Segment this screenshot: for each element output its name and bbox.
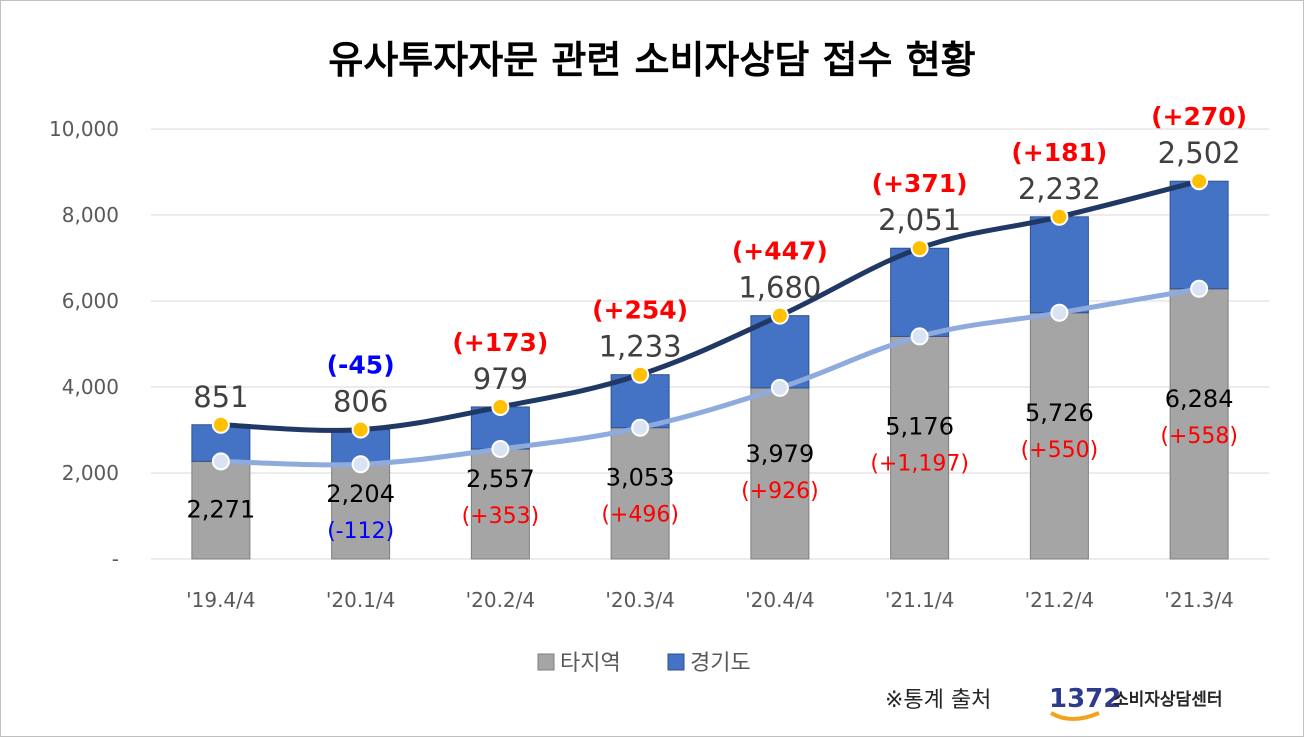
x-category-label: '21.3/4 bbox=[1164, 588, 1234, 612]
x-category-label: '20.1/4 bbox=[326, 588, 396, 612]
label-gyeonggi-value: 1,233 bbox=[599, 330, 682, 364]
y-tick-label: 8,000 bbox=[62, 203, 119, 227]
label-other-value: 2,271 bbox=[187, 495, 256, 523]
legend: 타지역 경기도 bbox=[537, 651, 751, 676]
label-gyeonggi-value: 1,680 bbox=[738, 271, 821, 305]
label-other-value: 2,557 bbox=[466, 465, 535, 493]
marker-other bbox=[1050, 303, 1069, 322]
y-tick-label: 4,000 bbox=[62, 375, 119, 399]
label-gyeonggi-change: (-45) bbox=[327, 351, 395, 380]
y-tick-label: - bbox=[112, 547, 119, 571]
bar-gyeonggi bbox=[1029, 216, 1089, 314]
y-tick-label: 6,000 bbox=[62, 289, 119, 313]
x-category-label: '21.2/4 bbox=[1025, 588, 1095, 612]
label-other-value: 3,053 bbox=[606, 464, 675, 492]
bar-other bbox=[750, 387, 810, 560]
marker-other bbox=[491, 440, 510, 459]
label-other-value: 5,176 bbox=[885, 412, 954, 440]
bar-gyeonggi bbox=[1169, 180, 1229, 290]
grid-lines bbox=[151, 128, 1269, 560]
bar-other bbox=[191, 460, 251, 560]
x-category-label: '21.1/4 bbox=[885, 588, 955, 612]
marker-total bbox=[491, 397, 510, 416]
label-other-change: (+926) bbox=[741, 479, 819, 504]
label-other-change: (+1,197) bbox=[870, 451, 969, 476]
label-gyeonggi-value: 851 bbox=[193, 380, 248, 414]
marker-other bbox=[211, 452, 230, 471]
marker-total bbox=[211, 415, 230, 434]
logo-caption: 소비자상담센터 bbox=[1113, 690, 1222, 710]
label-other-value: 6,284 bbox=[1165, 385, 1234, 413]
label-other-value: 5,726 bbox=[1025, 399, 1094, 427]
marker-total bbox=[351, 420, 370, 439]
bars bbox=[191, 180, 1229, 560]
x-category-label: '20.4/4 bbox=[745, 588, 815, 612]
bar-gyeonggi bbox=[890, 247, 950, 337]
chart-title: 유사투자자문 관련 소비자상담 접수 현황 bbox=[328, 38, 975, 82]
marker-total bbox=[770, 306, 789, 325]
label-other-change: (+558) bbox=[1160, 424, 1238, 449]
label-gyeonggi-value: 979 bbox=[473, 362, 528, 396]
y-tick-label: 2,000 bbox=[62, 461, 119, 485]
source-label: ※통계 출처 bbox=[885, 688, 991, 713]
label-other-change: (+353) bbox=[462, 504, 540, 529]
y-tick-label: 10,000 bbox=[49, 117, 119, 141]
line-total bbox=[220, 178, 1200, 433]
label-other-value: 3,979 bbox=[746, 440, 815, 468]
x-category-label: '19.4/4 bbox=[186, 588, 256, 612]
bar-other bbox=[1029, 312, 1089, 560]
bar-other bbox=[610, 427, 670, 560]
logo-1372: 1372 bbox=[1049, 684, 1121, 721]
bar-other bbox=[1169, 288, 1229, 560]
marker-other bbox=[770, 378, 789, 397]
legend-label-gyeonggi: 경기도 bbox=[690, 651, 751, 676]
label-gyeonggi-change: (+173) bbox=[452, 328, 548, 357]
label-other-change: (+550) bbox=[1021, 438, 1099, 463]
label-gyeonggi-change: (+371) bbox=[872, 169, 968, 198]
label-gyeonggi-value: 2,232 bbox=[1018, 172, 1101, 206]
bar-other bbox=[470, 448, 530, 560]
label-gyeonggi-change: (+447) bbox=[732, 237, 828, 266]
marker-total bbox=[1050, 207, 1069, 226]
label-other-value: 2,204 bbox=[326, 480, 395, 508]
bar-other bbox=[331, 463, 391, 560]
legend-swatch-other bbox=[537, 653, 555, 671]
legend-swatch-gyeonggi bbox=[667, 653, 685, 671]
line-other bbox=[220, 286, 1200, 468]
label-gyeonggi-change: (+181) bbox=[1011, 138, 1107, 167]
label-gyeonggi-value: 2,051 bbox=[878, 203, 961, 237]
marker-other bbox=[1190, 279, 1209, 298]
marker-other bbox=[910, 327, 929, 346]
label-other-change: (+496) bbox=[601, 503, 679, 528]
label-other-change: (-112) bbox=[327, 519, 394, 544]
marker-total bbox=[1190, 172, 1209, 191]
legend-label-other: 타지역 bbox=[560, 651, 621, 676]
source-footer: ※통계 출처 1372 소비자상담센터 bbox=[885, 684, 1222, 721]
label-gyeonggi-change: (+254) bbox=[592, 296, 688, 325]
marker-other bbox=[631, 418, 650, 437]
logo-number: 1372 bbox=[1049, 684, 1121, 714]
bar-gyeonggi bbox=[750, 315, 810, 389]
marker-other bbox=[351, 455, 370, 474]
data-labels: 851 2,271 806 (-45) 2,204 (-112) 979 (+173) 2,55… bbox=[187, 102, 1248, 544]
label-gyeonggi-value: 806 bbox=[333, 385, 388, 419]
x-category-label: '20.2/4 bbox=[466, 588, 536, 612]
series-lines bbox=[211, 172, 1209, 474]
y-axis-ticks: - 2,000 4,000 6,000 8,000 10,000 bbox=[49, 117, 119, 571]
logo-swoosh bbox=[1049, 711, 1100, 721]
bar-other bbox=[890, 335, 950, 560]
x-category-label: '20.3/4 bbox=[605, 588, 675, 612]
label-gyeonggi-change: (+270) bbox=[1151, 102, 1247, 131]
label-gyeonggi-value: 2,502 bbox=[1158, 136, 1241, 170]
marker-total bbox=[910, 239, 929, 258]
x-axis-categories: '19.4/4 '20.1/4 '20.2/4 '20.3/4 '20.4/4 '21.1… bbox=[186, 588, 1234, 612]
marker-total bbox=[631, 365, 650, 384]
